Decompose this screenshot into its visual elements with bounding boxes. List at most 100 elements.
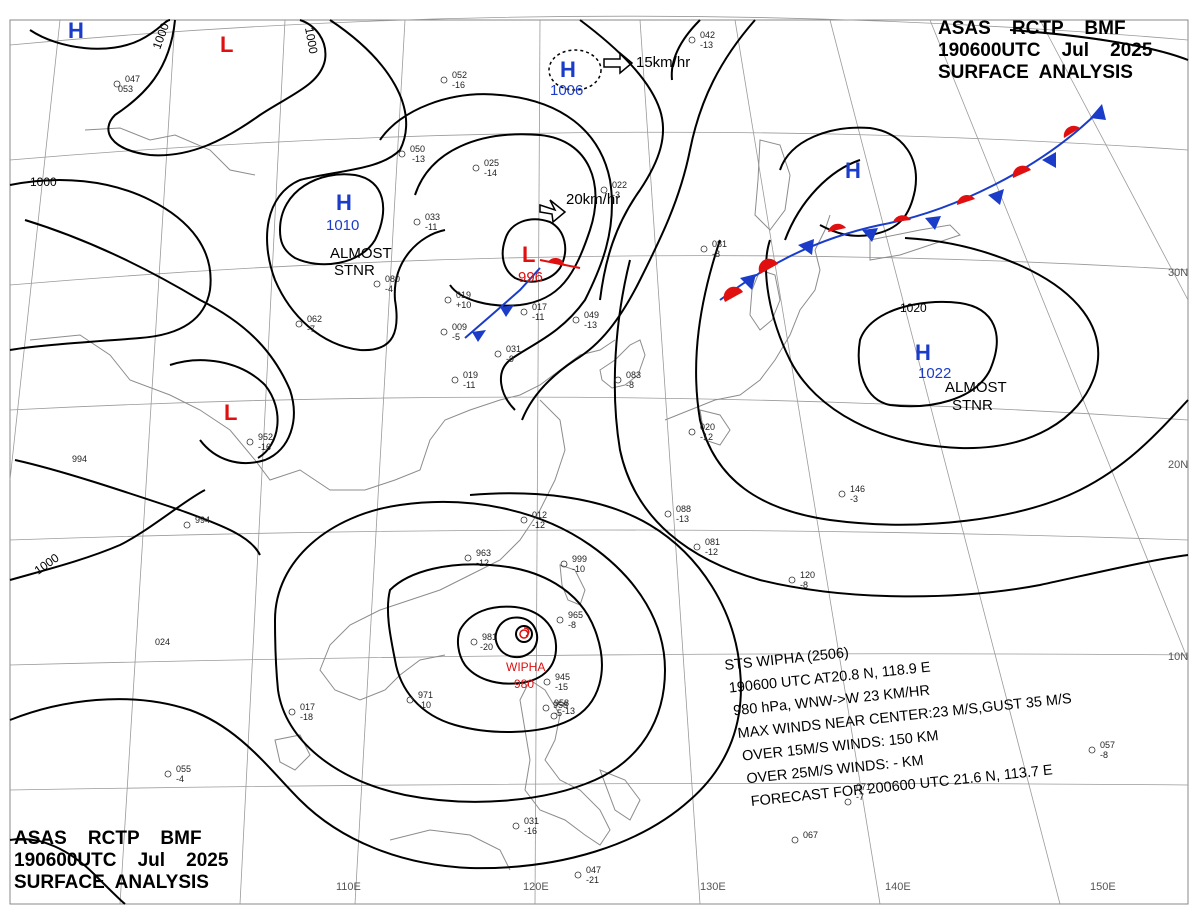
station-value: 031 [506, 344, 521, 354]
isobar-label-1000-b: 1000 [302, 26, 320, 55]
station-value: -8 [800, 580, 808, 590]
typhoon-name: WIPHA [506, 660, 545, 674]
high-marker-nw: H [68, 18, 84, 43]
station-circle [464, 554, 472, 562]
station-circle [700, 245, 708, 253]
high-1022-pressure: 1022 [918, 365, 951, 382]
station-value: 088 [676, 504, 691, 514]
station-value: -5 [452, 332, 460, 342]
station-value: 081 [712, 239, 727, 249]
station-value: 999 [572, 554, 587, 564]
station-value: 012 [532, 510, 547, 520]
station-value: 033 [425, 212, 440, 222]
station-circle [1088, 746, 1096, 754]
station-value: 071 [856, 782, 871, 792]
station-value: -3 [850, 494, 858, 504]
high-1010-note2: STNR [334, 262, 375, 279]
typhoon-symbol [519, 627, 530, 639]
isobar-label-1000-d: 1000 [32, 550, 62, 577]
station-value: -20 [480, 642, 493, 652]
isobar-label-1000-a: 1000 [150, 21, 172, 51]
isobar-label-1020: 1020 [900, 301, 927, 315]
station-value: 963 [476, 548, 491, 558]
station-value: 958 [553, 700, 568, 710]
station-value: -16 [258, 442, 271, 452]
station-circle [688, 428, 696, 436]
station-value: 019 [456, 290, 471, 300]
station-value: 024 [155, 637, 170, 647]
high-1010-pressure: 1010 [326, 217, 359, 234]
header-bottom-line2: 190600UTC Jul 2025 [14, 850, 229, 871]
station-value: 994 [195, 515, 210, 525]
header-top-line3: SURFACE ANALYSIS [938, 62, 1133, 83]
station-value: -13 [700, 40, 713, 50]
coastlines [29, 127, 961, 871]
isobar-label-1000-c: 1000 [30, 175, 57, 189]
typhoon-info: STS WIPHA (2506) 190600 UTC AT20.8 N, 11… [724, 645, 1073, 810]
station-circle [550, 712, 558, 720]
front-cold-markers [740, 104, 1106, 290]
lon-label-130: 130E [700, 881, 726, 893]
station-value: 994 [72, 454, 87, 464]
station-value: -13 [562, 706, 575, 716]
station-circle [183, 521, 191, 529]
station-value: 052 [452, 70, 467, 80]
station-circle [542, 704, 550, 712]
station-circle [664, 510, 672, 518]
station-circle [844, 798, 852, 806]
station-value: +10 [456, 300, 471, 310]
station-circle [600, 186, 608, 194]
station-circle [373, 280, 381, 288]
station-value: -12 [700, 432, 713, 442]
station-value: 047 [125, 74, 140, 84]
station-circle [288, 708, 296, 716]
station-value: -10 [572, 564, 585, 574]
station-value: -5 [554, 708, 562, 718]
station-circle [440, 328, 448, 336]
lon-label-120: 120E [523, 881, 549, 893]
station-circle [693, 543, 701, 551]
high-1022-note2: STNR [952, 397, 993, 414]
station-value: 017 [300, 702, 315, 712]
station-value: -11 [463, 380, 475, 390]
station-circle [512, 822, 520, 830]
station-value: 019 [463, 370, 478, 380]
station-circle [113, 80, 121, 88]
station-value: -8 [568, 620, 576, 630]
lon-label-150: 150E [1090, 881, 1116, 893]
station-value: 022 [612, 180, 627, 190]
header-top-line1: ASAS RCTP BMF [938, 18, 1126, 39]
station-value: -13 [676, 514, 689, 524]
station-value: -8 [712, 249, 720, 259]
station-circle [413, 218, 421, 226]
low-marker-west: L [224, 400, 237, 425]
station-value: 081 [705, 537, 720, 547]
station-circle [406, 696, 414, 704]
isobars [9, 19, 1189, 905]
station-value: 067 [803, 830, 818, 840]
station-circle [451, 376, 459, 384]
station-value: 080 [385, 274, 400, 284]
lat-label-10: 10N [1168, 651, 1188, 663]
station-value: 146 [850, 484, 865, 494]
high-marker-1022: H [915, 340, 931, 365]
station-circle [246, 438, 254, 446]
station-value: -11 [532, 312, 544, 322]
station-circle [556, 616, 564, 624]
typhoon-pressure: 980 [514, 677, 534, 691]
station-circle [560, 560, 568, 568]
station-circle [838, 490, 846, 498]
station-value: -8 [626, 380, 634, 390]
station-value: 062 [307, 314, 322, 324]
station-value: 020 [700, 422, 715, 432]
cold-front-low [464, 267, 541, 339]
graticule [9, 15, 1189, 905]
lon-label-110: 110E [336, 881, 361, 893]
high-1022-note1: ALMOST [945, 379, 1007, 396]
station-value: -12 [532, 520, 545, 530]
station-value: -15 [555, 682, 568, 692]
station-circle [164, 770, 172, 778]
station-circle [572, 316, 580, 324]
